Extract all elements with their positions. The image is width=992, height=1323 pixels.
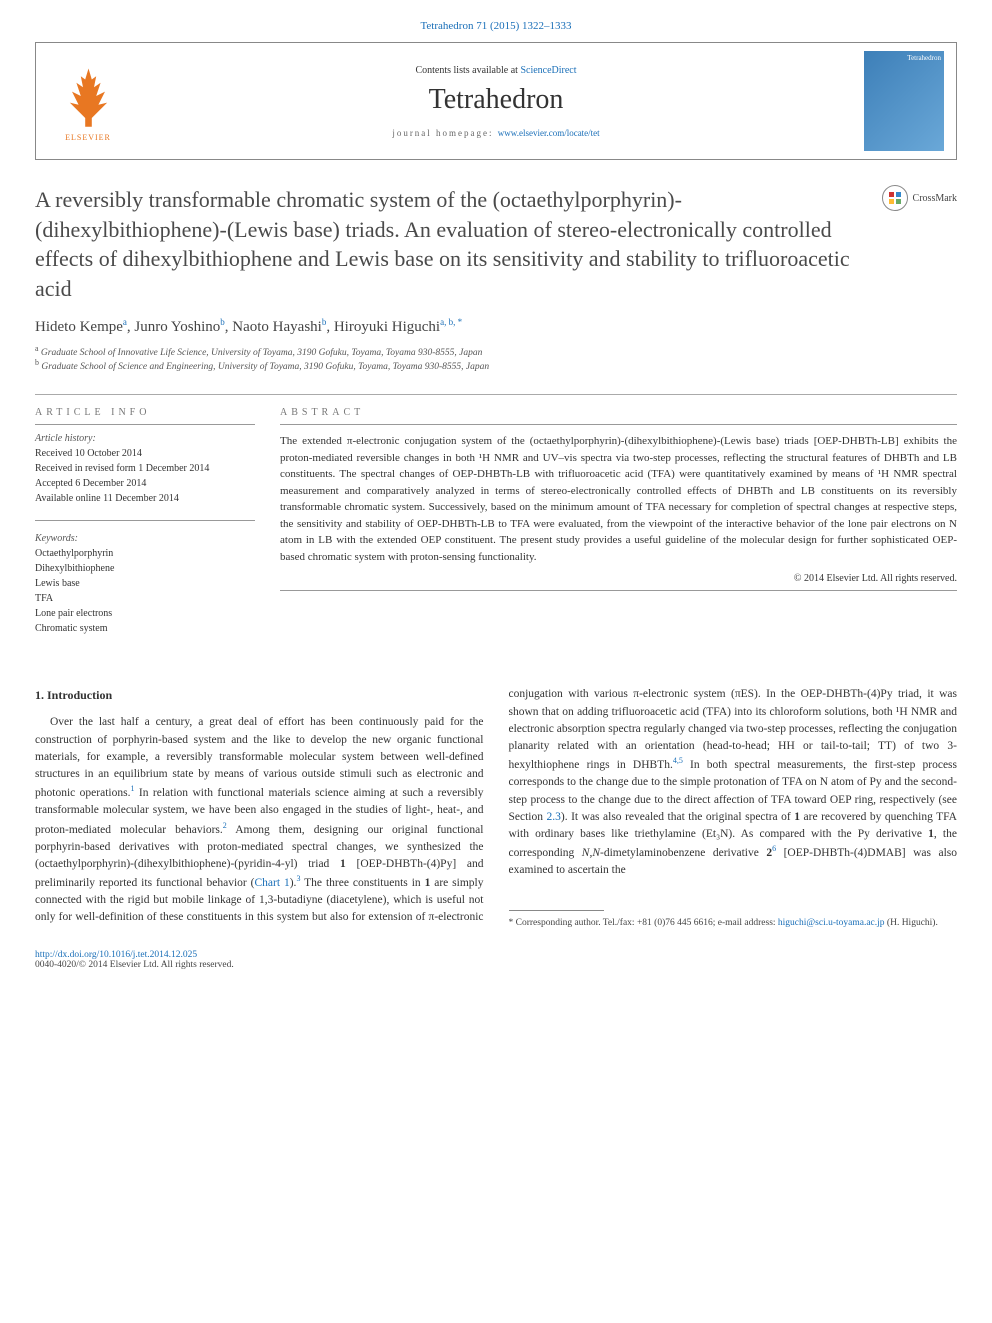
- article-info-label: ARTICLE INFO: [35, 407, 255, 418]
- doi-link[interactable]: http://dx.doi.org/10.1016/j.tet.2014.12.…: [35, 950, 197, 960]
- chart-1-link[interactable]: Chart 1: [255, 877, 290, 889]
- crossmark-label: CrossMark: [913, 193, 957, 204]
- corresponding-author-footnote: * Corresponding author. Tel./fax: +81 (0…: [509, 917, 958, 930]
- crossmark-badge[interactable]: CrossMark: [882, 185, 957, 211]
- abstract-copyright: © 2014 Elsevier Ltd. All rights reserved…: [280, 573, 957, 584]
- journal-name: Tetrahedron: [128, 84, 864, 116]
- section-1-heading: 1. Introduction: [35, 686, 484, 704]
- publisher-logo[interactable]: ELSEVIER: [48, 56, 128, 146]
- body-text: 1. Introduction Over the last half a cen…: [35, 686, 957, 930]
- author-3-aff[interactable]: b: [322, 317, 327, 327]
- author-1-aff[interactable]: a: [123, 317, 127, 327]
- divider: [35, 394, 957, 395]
- footnote-separator: [509, 910, 604, 911]
- cover-text: Tetrahedron: [907, 54, 941, 62]
- affiliation-b: Graduate School of Science and Engineeri…: [41, 362, 489, 372]
- homepage-link[interactable]: www.elsevier.com/locate/tet: [498, 128, 600, 138]
- corresponding-email-link[interactable]: higuchi@sci.u-toyama.ac.jp: [778, 918, 885, 928]
- history-received: Received 10 October 2014: [35, 446, 255, 461]
- citation-link: Tetrahedron 71 (2015) 1322–1333: [420, 20, 571, 32]
- author-4-aff[interactable]: a, b, *: [440, 317, 462, 327]
- keywords-label: Keywords:: [35, 533, 255, 544]
- citation-line[interactable]: Tetrahedron 71 (2015) 1322–1333: [35, 20, 957, 32]
- ref-4-5[interactable]: 4,5: [673, 756, 683, 765]
- affiliations: a Graduate School of Innovative Life Sci…: [35, 346, 957, 375]
- publisher-name: ELSEVIER: [65, 133, 111, 142]
- keyword-4: TFA: [35, 591, 255, 606]
- journal-header-box: ELSEVIER Contents lists available at Sci…: [35, 42, 957, 160]
- elsevier-tree-icon: [61, 61, 116, 131]
- history-revised: Received in revised form 1 December 2014: [35, 461, 255, 476]
- history-label: Article history:: [35, 433, 255, 444]
- authors-line: Hideto Kempea, Junro Yoshinob, Naoto Hay…: [35, 319, 957, 336]
- crossmark-icon: [882, 185, 908, 211]
- sciencedirect-link[interactable]: ScienceDirect: [520, 65, 576, 76]
- author-2-aff[interactable]: b: [220, 317, 225, 327]
- article-title: A reversibly transformable chromatic sys…: [35, 185, 882, 304]
- keyword-3: Lewis base: [35, 576, 255, 591]
- abstract-text: The extended π-electronic conjugation sy…: [280, 433, 957, 565]
- history-online: Available online 11 December 2014: [35, 491, 255, 506]
- history-accepted: Accepted 6 December 2014: [35, 476, 255, 491]
- abstract-label: ABSTRACT: [280, 407, 957, 418]
- section-2-3-link[interactable]: 2.3: [547, 811, 561, 823]
- page-footer: http://dx.doi.org/10.1016/j.tet.2014.12.…: [35, 950, 957, 970]
- paragraph-1: Over the last half a century, a great de…: [35, 686, 957, 930]
- abstract-column: ABSTRACT The extended π-electronic conju…: [280, 407, 957, 636]
- contents-line: Contents lists available at ScienceDirec…: [128, 65, 864, 76]
- journal-cover-icon: Tetrahedron: [864, 51, 944, 151]
- affiliation-a: Graduate School of Innovative Life Scien…: [41, 348, 482, 358]
- keyword-1: Octaethylporphyrin: [35, 546, 255, 561]
- keyword-6: Chromatic system: [35, 621, 255, 636]
- author-2: Junro Yoshino: [134, 319, 220, 335]
- issn-copyright: 0040-4020/© 2014 Elsevier Ltd. All right…: [35, 960, 957, 970]
- author-4: Hiroyuki Higuchi: [334, 319, 440, 335]
- keyword-5: Lone pair electrons: [35, 606, 255, 621]
- article-info-column: ARTICLE INFO Article history: Received 1…: [35, 407, 255, 636]
- author-3: Naoto Hayashi: [232, 319, 322, 335]
- keyword-2: Dihexylbithiophene: [35, 561, 255, 576]
- homepage-line: journal homepage: www.elsevier.com/locat…: [128, 128, 864, 138]
- author-1: Hideto Kempe: [35, 319, 123, 335]
